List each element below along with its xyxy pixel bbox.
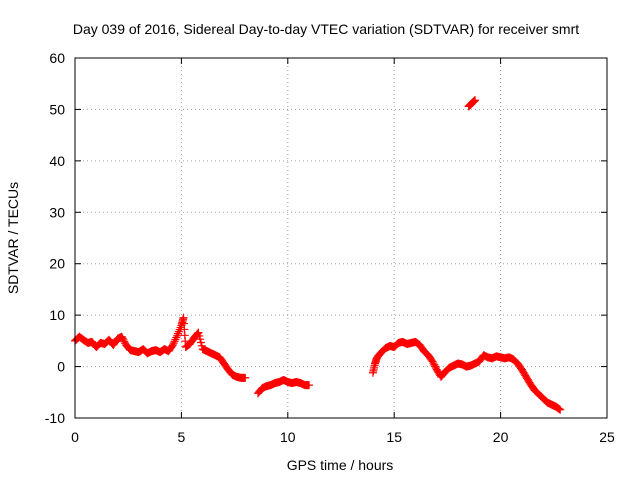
data-point <box>471 96 480 105</box>
x-axis-ticks: 0 5 10 15 20 25 <box>71 58 615 445</box>
data-point <box>117 332 126 341</box>
y-tick-label: 10 <box>49 307 65 323</box>
x-tick-label: 0 <box>71 429 79 445</box>
data-point <box>173 331 182 340</box>
data-point <box>195 331 204 340</box>
y-tick-label: 60 <box>49 50 65 66</box>
data-point <box>120 337 129 346</box>
data-point <box>169 339 178 348</box>
data-point <box>197 341 206 350</box>
data-point <box>174 327 183 336</box>
data-point <box>194 328 203 337</box>
data-point <box>554 404 563 413</box>
data-point <box>173 329 182 338</box>
data-points <box>71 96 565 414</box>
data-point <box>241 373 250 382</box>
y-tick-label: 40 <box>49 153 65 169</box>
data-point <box>430 360 439 369</box>
y-tick-label: 0 <box>57 359 65 375</box>
data-point <box>168 340 177 349</box>
data-point <box>170 337 179 346</box>
chart-title: Day 039 of 2016, Sidereal Day-to-day VTE… <box>73 21 579 37</box>
x-tick-label: 5 <box>178 429 186 445</box>
data-point <box>172 333 181 342</box>
x-tick-label: 25 <box>599 429 615 445</box>
y-axis-ticks: -10 0 10 20 30 40 50 60 <box>45 50 607 426</box>
data-point <box>429 359 438 368</box>
x-tick-label: 10 <box>280 429 296 445</box>
y-tick-label: -10 <box>45 410 65 426</box>
data-point <box>196 338 205 347</box>
data-point <box>431 362 440 371</box>
data-point <box>118 334 127 343</box>
data-point <box>171 335 180 344</box>
grid-lines <box>75 58 607 418</box>
plot-frame <box>74 57 608 419</box>
y-axis-label: SDTVAR / TECUs <box>5 182 21 294</box>
y-tick-label: 50 <box>49 101 65 117</box>
data-point <box>555 405 564 414</box>
x-tick-label: 20 <box>493 429 509 445</box>
x-tick-label: 15 <box>386 429 402 445</box>
y-tick-label: 20 <box>49 256 65 272</box>
data-point <box>119 336 128 345</box>
data-point <box>176 323 185 332</box>
data-point <box>428 357 437 366</box>
data-point <box>556 405 565 414</box>
y-tick-label: 30 <box>49 204 65 220</box>
x-axis-label: GPS time / hours <box>287 457 394 473</box>
data-point <box>196 335 205 344</box>
data-point <box>305 381 314 390</box>
